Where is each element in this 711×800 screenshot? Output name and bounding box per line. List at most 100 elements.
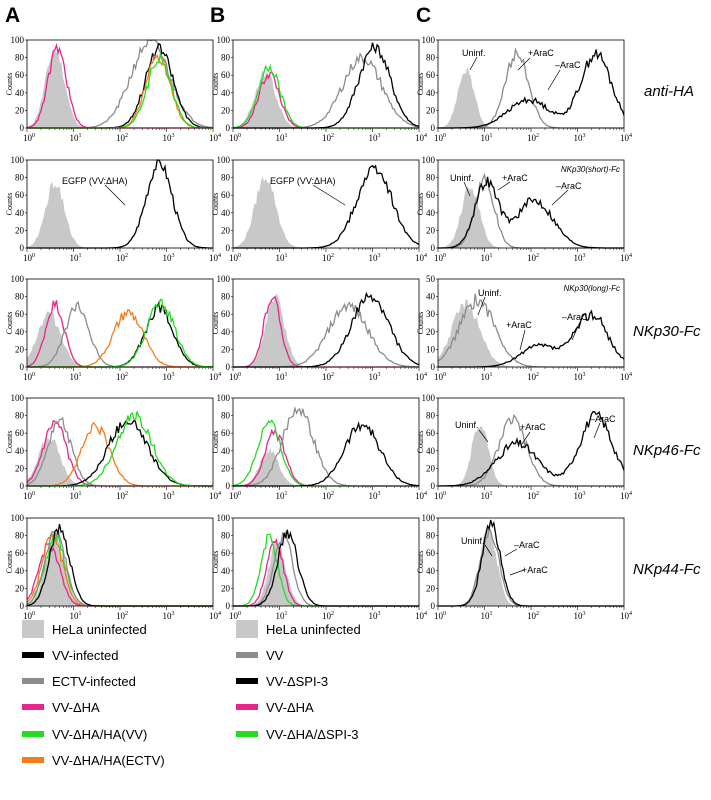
- y-tick-label: 0: [20, 601, 25, 611]
- leader-c3-uninf: [477, 296, 486, 316]
- x-tick-label: 102: [322, 491, 334, 501]
- series-vv-b: [233, 530, 419, 607]
- y-tick-label: 60: [15, 309, 25, 319]
- x-tick-label: 100: [23, 611, 35, 621]
- y-tick-label: 40: [15, 446, 25, 456]
- y-tick-label: 80: [15, 531, 25, 541]
- plot-frame: [26, 39, 214, 129]
- y-axis-label: Counts: [5, 193, 14, 216]
- y-tick-label: 20: [15, 583, 25, 593]
- y-tick-label: 60: [426, 428, 436, 438]
- legend-b-label-3: VV-ΔHA: [266, 700, 314, 715]
- legend-b-label-1: VV: [266, 648, 284, 663]
- y-axis-label: Counts: [5, 312, 14, 335]
- legend-a-label-4: VV-ΔHA/HA(VV): [52, 727, 147, 742]
- series-uninfected: [438, 425, 624, 487]
- y-tick-label: 20: [15, 344, 25, 354]
- inset-label-nkp30-long: NKp30(long)-Fc: [564, 284, 620, 293]
- row-label-nkp30-fc: NKp30-Fc: [633, 323, 701, 340]
- y-tick-label: 60: [15, 548, 25, 558]
- x-tick-label: 101: [276, 611, 288, 621]
- x-tick-label: 103: [574, 133, 586, 143]
- panel-c4: 0 20 40 60 80 100 Counts 100 101 102 103 104: [416, 393, 632, 501]
- y-tick-label: 30: [426, 309, 436, 319]
- legend-a-label-0: HeLa uninfected: [52, 622, 147, 637]
- annot-c1-arac-plus: +AraC: [528, 48, 554, 58]
- y-tick-label: 100: [11, 393, 25, 403]
- panel-b1: 0 20 40 60 80 100 Counts 100 101 102 103 104: [211, 35, 427, 143]
- panel-b2: 0 20 40 60 80 100 Counts 100 101 102 103 104: [211, 155, 427, 263]
- x-tick-label: 100: [23, 133, 35, 143]
- series-uninfected: [26, 49, 213, 129]
- y-tick-label: 40: [221, 327, 231, 337]
- x-tick-label: 101: [276, 133, 288, 143]
- x-tick-label: 100: [229, 372, 241, 382]
- panel-letter-c: C: [416, 4, 431, 27]
- y-axis-label: Counts: [211, 551, 220, 574]
- plot-frame: [232, 39, 420, 129]
- y-tick-label: 40: [221, 88, 231, 98]
- x-tick-label: 102: [527, 611, 539, 621]
- y-tick-label: 100: [11, 35, 25, 45]
- y-tick-label: 80: [426, 531, 436, 541]
- annot-c4-arac-plus: +AraC: [520, 422, 546, 432]
- leader-c5-arac-minus: [504, 548, 518, 557]
- panel-a1: 0 20 40 60 80 100 Counts 100 101 102 103 104: [5, 35, 221, 143]
- y-tick-label: 40: [15, 566, 25, 576]
- legend-b-label-4: VV-ΔHA/ΔSPI-3: [266, 727, 359, 742]
- y-tick-label: 20: [426, 583, 436, 593]
- y-tick-label: 0: [226, 362, 231, 372]
- plot-frame: [232, 278, 420, 368]
- series-uninfected: [233, 541, 419, 607]
- legend-a-swatch-1: [22, 652, 44, 658]
- legend-a-label-3: VV-ΔHA: [52, 700, 100, 715]
- series-uninfected: [26, 531, 213, 607]
- y-tick-label: 20: [426, 105, 436, 115]
- annot-c3-uninf: Uninf.: [478, 288, 502, 298]
- leader-c3-arac-plus: [519, 329, 526, 351]
- x-tick-label: 104: [415, 611, 427, 621]
- x-tick-label: 100: [229, 133, 241, 143]
- series-vv-dha-ha-vv: [233, 533, 419, 607]
- y-axis-label: Counts: [211, 312, 220, 335]
- legend-a-swatch-3: [22, 704, 44, 710]
- y-tick-label: 0: [431, 481, 436, 491]
- x-tick-label: 101: [481, 372, 493, 382]
- series-uninfected: [26, 181, 213, 249]
- annot-c1-uninf: Uninf.: [462, 48, 486, 58]
- panel-letter-b: B: [210, 4, 225, 27]
- y-tick-label: 40: [426, 88, 436, 98]
- legend-a-label-5: VV-ΔHA/HA(ECTV): [52, 753, 165, 768]
- y-tick-label: 0: [20, 362, 25, 372]
- plot-frame: [232, 159, 420, 249]
- x-tick-label: 102: [322, 253, 334, 263]
- legend-a-label-1: VV-infected: [52, 648, 119, 663]
- x-tick-label: 102: [322, 133, 334, 143]
- y-axis-label: Counts: [211, 431, 220, 454]
- y-axis-label: Counts: [416, 73, 425, 96]
- x-tick-label: 100: [434, 491, 446, 501]
- x-tick-label: 100: [434, 372, 446, 382]
- y-tick-label: 20: [15, 225, 25, 235]
- y-tick-label: 40: [221, 446, 231, 456]
- panel-b3: 0 20 40 60 80 100 Counts 100 101 102 103 104: [211, 274, 427, 382]
- y-tick-label: 20: [426, 327, 436, 337]
- x-tick-label: 104: [620, 133, 632, 143]
- y-tick-label: 60: [15, 428, 25, 438]
- y-tick-label: 100: [217, 155, 231, 165]
- series-uninfected: [437, 67, 624, 129]
- legend-b-swatch-1: [236, 652, 258, 658]
- x-tick-label: 102: [116, 133, 128, 143]
- annot-a2-egfp: EGFP (VV:ΔHA): [62, 176, 128, 186]
- series-uninfected: [233, 293, 419, 368]
- y-tick-label: 100: [422, 155, 436, 165]
- x-tick-label: 100: [229, 491, 241, 501]
- y-tick-label: 60: [221, 190, 231, 200]
- y-tick-label: 80: [221, 292, 231, 302]
- y-tick-label: 100: [11, 513, 25, 523]
- x-tick-label: 104: [620, 253, 632, 263]
- y-tick-label: 0: [431, 123, 436, 133]
- y-axis-label: Counts: [416, 312, 425, 335]
- series-uninfected: [437, 186, 624, 249]
- leader-c1-arac-plus: [517, 57, 531, 71]
